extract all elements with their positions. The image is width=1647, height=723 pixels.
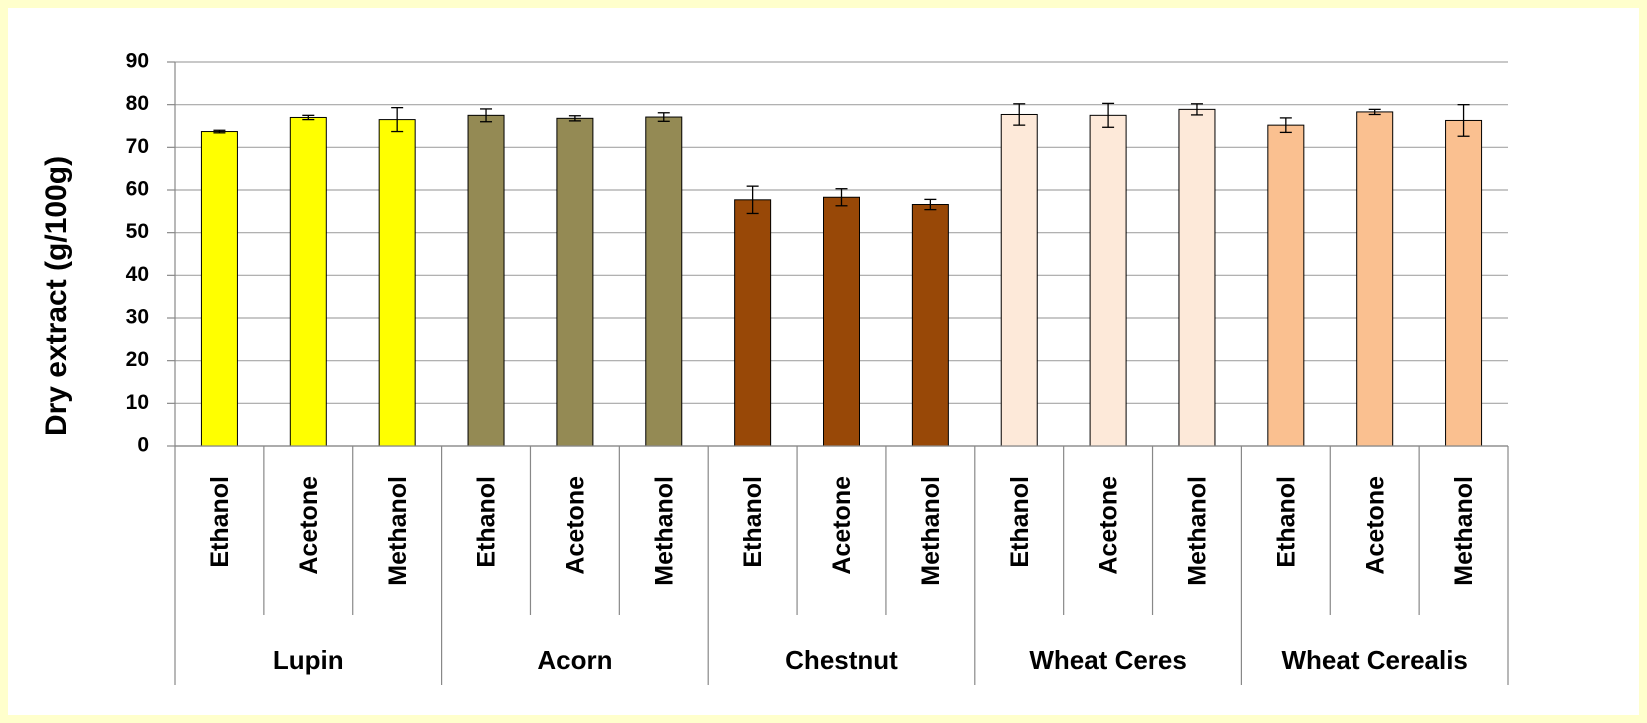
bar: [734, 199, 772, 447]
bar: [378, 119, 416, 447]
y-tick-label: 90: [126, 50, 149, 73]
x-tick-label: Ethanol: [473, 476, 501, 568]
group-label: Wheat Cerealis: [1281, 645, 1467, 675]
y-tick-label: 60: [126, 178, 149, 201]
y-tick-label: 0: [137, 434, 149, 457]
x-tick-label: Acetone: [295, 476, 323, 575]
x-tick-label: Ethanol: [206, 476, 234, 568]
x-tick-label: Methanol: [917, 476, 945, 586]
y-axis-label: Dry extract (g/100g): [40, 156, 73, 436]
bar: [1000, 113, 1038, 447]
group-label: Acorn: [537, 645, 612, 675]
bar: [289, 116, 327, 447]
y-tick-label: 40: [126, 263, 149, 286]
x-tick-label: Ethanol: [1272, 476, 1300, 568]
x-tick-label: Acetone: [828, 476, 856, 575]
y-tick-label: 80: [126, 92, 149, 115]
y-tick-label: 50: [126, 220, 149, 243]
x-tick-label: Methanol: [650, 476, 678, 586]
y-tick-label: 30: [126, 306, 149, 329]
bar: [467, 114, 505, 447]
bar: [556, 117, 594, 447]
x-tick-label: Methanol: [384, 476, 412, 586]
x-tick-label: Acetone: [1095, 476, 1123, 575]
bar: [1267, 124, 1305, 447]
bar: [1445, 119, 1483, 447]
group-label: Wheat Ceres: [1029, 645, 1187, 675]
bar: [200, 131, 238, 447]
group-label: Chestnut: [785, 645, 898, 675]
bar: [1356, 111, 1394, 447]
y-tick-label: 10: [126, 391, 149, 414]
y-tick-label: 20: [126, 348, 149, 371]
y-tick-label: 70: [126, 135, 149, 158]
x-tick-label: Methanol: [1450, 476, 1478, 586]
bar: [911, 204, 949, 447]
bar: [823, 196, 860, 447]
bar: [1178, 108, 1216, 447]
x-tick-label: Ethanol: [739, 476, 767, 568]
bar: [1089, 114, 1127, 447]
bar: [645, 116, 683, 447]
x-tick-label: Ethanol: [1006, 476, 1034, 568]
x-tick-label: Acetone: [1361, 476, 1389, 575]
x-tick-label: Acetone: [562, 476, 590, 575]
group-label: Lupin: [273, 645, 344, 675]
x-tick-label: Methanol: [1184, 476, 1212, 586]
